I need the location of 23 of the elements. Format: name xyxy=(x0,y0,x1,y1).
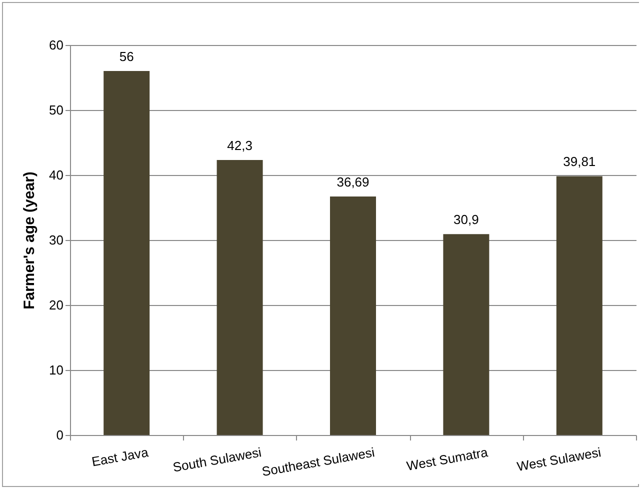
data-label: 36,69 xyxy=(336,174,370,190)
x-tick-label: East Java xyxy=(90,444,150,470)
y-tick-label: 60 xyxy=(49,38,64,52)
x-tick-label: West Sumatra xyxy=(405,444,490,474)
y-tick-label: 10 xyxy=(49,362,64,378)
bar xyxy=(330,196,376,435)
data-label: 42,3 xyxy=(227,138,252,154)
data-label: 39,81 xyxy=(563,154,596,170)
x-tick-label: South Sulawesi xyxy=(172,444,263,475)
y-axis-title: Farmer's age (year) xyxy=(21,172,38,310)
bar xyxy=(556,176,602,435)
data-label: 30,9 xyxy=(454,212,479,228)
x-tick-label: West Sulawesi xyxy=(516,444,602,474)
bar xyxy=(443,234,490,435)
bar xyxy=(104,71,150,435)
bar xyxy=(216,160,263,435)
y-tick-label: 20 xyxy=(49,298,64,312)
y-tick-label: 0 xyxy=(56,428,64,442)
data-label: 56 xyxy=(119,49,134,64)
y-tick-label: 30 xyxy=(49,232,64,248)
x-tick-label: Southeast Sulawesi xyxy=(260,444,376,480)
y-tick-label: 50 xyxy=(49,102,64,118)
y-tick-label: 40 xyxy=(49,168,64,182)
